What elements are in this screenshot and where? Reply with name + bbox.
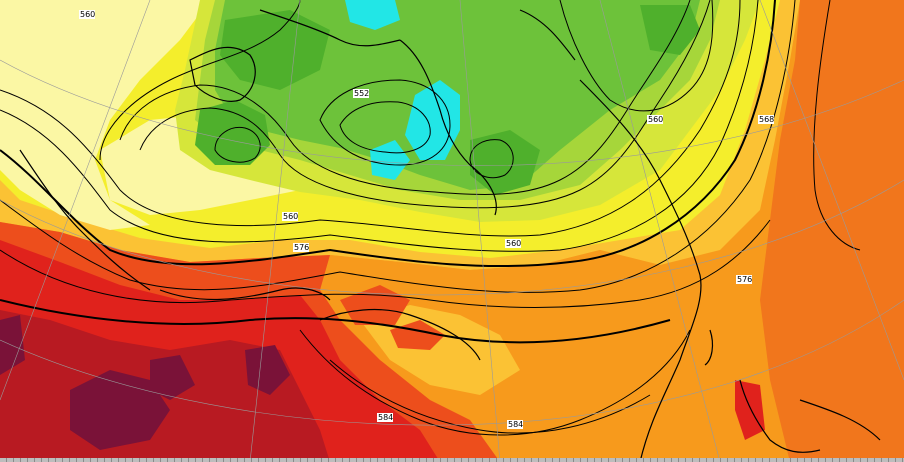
field-cyan-core-2 xyxy=(345,0,400,30)
contour-line xyxy=(119,0,691,195)
field-maroon-core-2 xyxy=(150,355,195,400)
contour-line xyxy=(0,0,759,252)
field-cyan-core-1 xyxy=(405,80,460,160)
contour-label: 568 xyxy=(758,115,774,124)
coastline xyxy=(159,287,331,301)
contour-label: 560 xyxy=(282,212,298,221)
contour-line xyxy=(319,79,451,166)
contour-line xyxy=(299,329,691,436)
contour-line xyxy=(559,0,714,112)
latitude-circle xyxy=(0,59,904,166)
height-contours xyxy=(0,0,861,436)
contour-label: 560 xyxy=(79,10,95,19)
contour-line xyxy=(339,101,431,154)
coastline xyxy=(579,79,702,462)
field-maroon-core-3 xyxy=(245,345,290,395)
field-pale-yellow-west xyxy=(0,0,210,230)
contour-labels: 560 552 560 560 560 576 568 584 xyxy=(79,10,774,429)
contour-label-text: 560 xyxy=(506,239,521,248)
contour-label-text: 576 xyxy=(294,243,309,252)
contour-line xyxy=(0,0,796,293)
contour-label-text: 560 xyxy=(80,10,95,19)
coastline xyxy=(189,46,256,102)
contour-label: 576 xyxy=(293,243,309,252)
coastline xyxy=(704,329,714,366)
contour-label: 584 xyxy=(507,420,523,429)
contour-label: 576 xyxy=(736,275,752,284)
bottom-scale-strip xyxy=(0,458,904,462)
contour-line xyxy=(214,126,261,163)
meridian xyxy=(0,0,151,401)
meridian xyxy=(459,0,501,462)
coastlines xyxy=(19,9,881,462)
contour-line xyxy=(0,299,671,344)
contour-label-text: 584 xyxy=(508,420,523,429)
coastline xyxy=(319,308,481,361)
latitude-circle xyxy=(0,299,904,426)
contour-label-text: 584 xyxy=(378,413,393,422)
contour-label: 560 xyxy=(505,239,521,248)
field-dark-green-core-3 xyxy=(470,130,540,195)
field-dark-green-core-2 xyxy=(220,10,330,90)
coastline xyxy=(469,164,497,216)
coastline xyxy=(799,399,881,441)
contour-label-text: 568 xyxy=(759,115,774,124)
field-cyan-core-3 xyxy=(370,140,410,180)
contour-line xyxy=(0,0,741,237)
contour-label-text: 552 xyxy=(354,89,369,98)
coastline xyxy=(399,39,471,166)
contour-label: 584 xyxy=(377,413,393,422)
contour-line xyxy=(813,0,861,251)
coastline xyxy=(259,9,401,47)
meridian xyxy=(759,0,904,381)
coastline xyxy=(19,149,151,291)
contour-line xyxy=(99,0,301,161)
meridian xyxy=(599,0,721,462)
contour-label: 560 xyxy=(647,115,663,124)
latitude-circle xyxy=(0,179,904,296)
coastline xyxy=(519,9,576,61)
field-dark-green-core-1 xyxy=(195,100,270,165)
contour-label-text: 576 xyxy=(737,275,752,284)
field-dark-green-core-4 xyxy=(640,5,700,55)
coastline xyxy=(739,379,821,453)
contour-label-text: 560 xyxy=(648,115,663,124)
field-maroon-core-4 xyxy=(0,315,25,375)
field-red-orange-spot-3 xyxy=(735,380,765,440)
contour-line xyxy=(329,359,651,434)
contour-line xyxy=(0,219,771,308)
contour-line xyxy=(0,0,776,268)
contour-line xyxy=(139,0,711,209)
contour-label: 552 xyxy=(353,89,369,98)
field-red-orange-spot-1 xyxy=(340,285,410,325)
contour-label-text: 560 xyxy=(283,212,298,221)
meridian xyxy=(249,0,301,462)
